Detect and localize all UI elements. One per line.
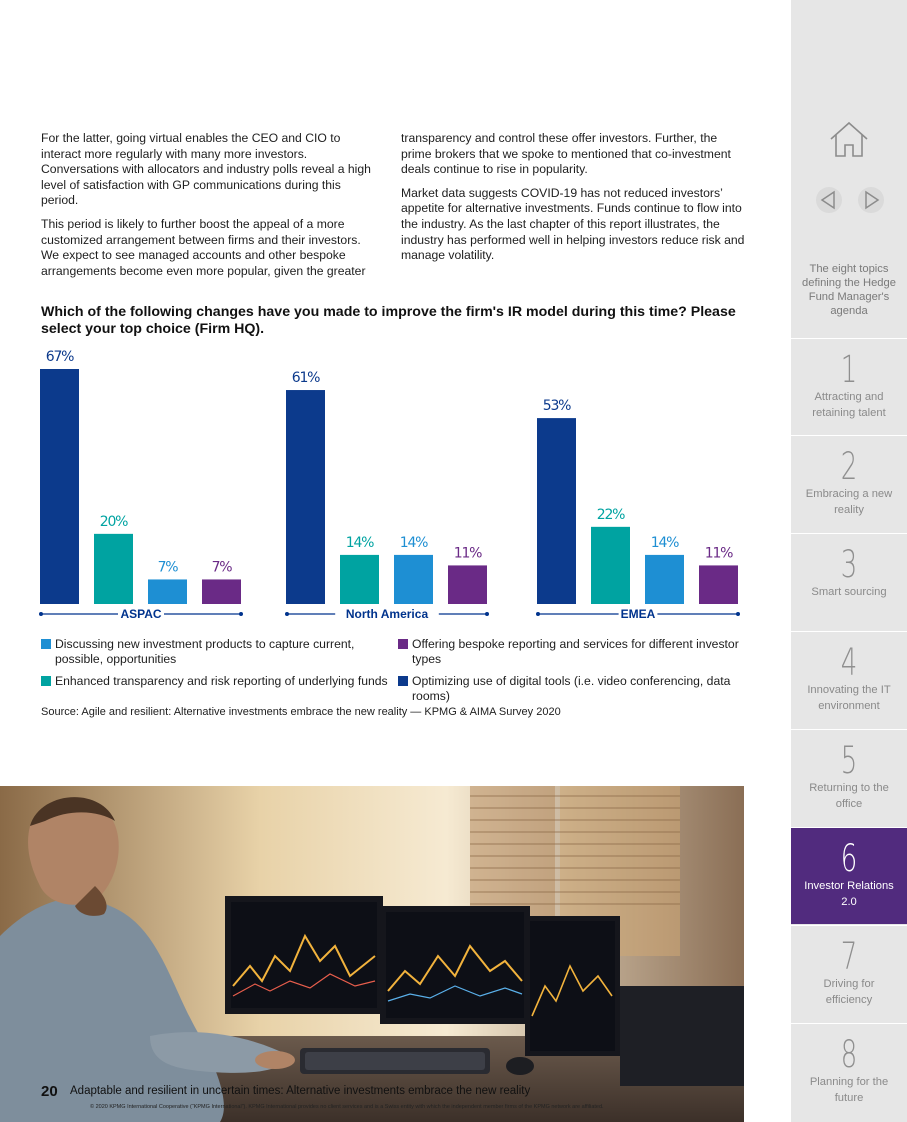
chapter-label: Smart sourcing bbox=[811, 586, 887, 598]
group-axis-dot bbox=[39, 612, 43, 616]
home-button[interactable] bbox=[827, 117, 871, 161]
bar-emea-0 bbox=[537, 418, 576, 604]
chapter-nav-7[interactable]: 7 Driving for efficiency bbox=[791, 925, 907, 1022]
chapter-nav-4[interactable]: 4 Innovating the IT environment bbox=[791, 631, 907, 728]
bar-value-label: 67% bbox=[46, 349, 74, 365]
topics-heading: The eight topics defining the Hedge Fund… bbox=[802, 263, 896, 317]
footer-copyright: © 2020 KPMG International Cooperative (“… bbox=[90, 1104, 604, 1110]
page-number: 20 bbox=[41, 1083, 58, 1100]
chapter-label: Driving for efficiency bbox=[823, 978, 875, 1006]
group-axis-dot bbox=[239, 612, 243, 616]
chapter-number: 1 bbox=[840, 348, 858, 391]
group-axis-dot bbox=[485, 612, 489, 616]
next-page-button[interactable] bbox=[857, 186, 885, 214]
legend-label: Enhanced transparency and risk reporting… bbox=[55, 674, 388, 688]
chapter-number: 8 bbox=[840, 1033, 858, 1076]
bar-north-america-1 bbox=[340, 554, 379, 604]
legend-item: Optimizing use of digital tools (i.e. vi… bbox=[398, 674, 738, 703]
chart-source: Source: Agile and resilient: Alternative… bbox=[41, 706, 561, 718]
chapter-label: Attracting and retaining talent bbox=[812, 391, 886, 419]
bar-value-label: 14% bbox=[651, 535, 679, 551]
bar-aspac-3 bbox=[202, 579, 241, 604]
home-icon bbox=[830, 121, 868, 157]
trader-photo bbox=[0, 786, 744, 1122]
legend-label: Optimizing use of digital tools (i.e. vi… bbox=[412, 674, 731, 703]
legend-item: Enhanced transparency and risk reporting… bbox=[41, 674, 391, 689]
triangle-right-icon bbox=[858, 187, 884, 213]
bar-aspac-0 bbox=[40, 369, 79, 604]
chapter-number: 7 bbox=[840, 935, 858, 978]
bar-aspac-1 bbox=[94, 533, 133, 604]
previous-page-button[interactable] bbox=[815, 186, 843, 214]
body-text-left-column: For the latter, going virtual enables th… bbox=[41, 131, 381, 287]
bar-chart: 67% 20% 7% 7% ASPAC 61% 14% 14% 11% North America… bbox=[39, 349, 740, 621]
bar-value-label: 14% bbox=[400, 535, 428, 551]
body-paragraph: Market data suggests COVID-19 has not re… bbox=[401, 185, 745, 263]
body-text-right-column: transparency and control these offer inv… bbox=[401, 131, 746, 272]
group-label-background bbox=[618, 607, 658, 621]
footer-title: Adaptable and resilient in uncertain tim… bbox=[70, 1085, 531, 1097]
group-axis-dot bbox=[285, 612, 289, 616]
legend-swatch bbox=[41, 676, 51, 686]
body-paragraph: transparency and control these offer inv… bbox=[401, 131, 731, 177]
group-axis-dot bbox=[736, 612, 740, 616]
bar-north-america-3 bbox=[448, 565, 487, 604]
legend-label: Offering bespoke reporting and services … bbox=[412, 637, 739, 666]
chapter-nav-1[interactable]: 1 Attracting and retaining talent bbox=[791, 338, 907, 435]
body-paragraph: For the latter, going virtual enables th… bbox=[41, 131, 371, 208]
bar-value-label: 14% bbox=[346, 535, 374, 551]
group-label-background bbox=[118, 607, 164, 621]
chapter-number: 5 bbox=[840, 739, 858, 782]
group-label: North America bbox=[346, 607, 429, 621]
body-paragraph: This period is likely to further boost t… bbox=[41, 216, 366, 278]
legend-swatch bbox=[398, 639, 408, 649]
chapter-nav-5[interactable]: 5 Returning to the office bbox=[791, 729, 907, 826]
chapter-nav-8[interactable]: 8 Planning for the future bbox=[791, 1023, 907, 1120]
chapter-label: Innovating the IT environment bbox=[807, 684, 891, 712]
group-label: ASPAC bbox=[120, 607, 161, 621]
bar-emea-2 bbox=[645, 554, 684, 604]
chapter-sidebar: The eight topics defining the Hedge Fund… bbox=[791, 0, 907, 1122]
chapter-label: Embracing a new reality bbox=[805, 488, 893, 516]
chapter-nav-2[interactable]: 2 Embracing a new reality bbox=[791, 435, 907, 532]
chapter-nav-3[interactable]: 3 Smart sourcing bbox=[791, 533, 907, 630]
group-label-background bbox=[335, 607, 439, 621]
bar-aspac-2 bbox=[148, 579, 187, 604]
chapter-number: 2 bbox=[840, 445, 858, 488]
bar-north-america-0 bbox=[286, 390, 325, 604]
legend-item: Discussing new investment products to ca… bbox=[41, 637, 381, 666]
bar-value-label: 22% bbox=[597, 507, 625, 523]
legend-label: Discussing new investment products to ca… bbox=[55, 637, 355, 666]
legend-item: Offering bespoke reporting and services … bbox=[398, 637, 746, 666]
group-axis-dot bbox=[536, 612, 540, 616]
legend-swatch bbox=[398, 676, 408, 686]
chapter-nav-6[interactable]: 6 Investor Relations 2.0 bbox=[791, 827, 907, 924]
chapter-number: 3 bbox=[840, 543, 858, 586]
chapter-number: 4 bbox=[840, 641, 858, 684]
bar-value-label: 11% bbox=[454, 545, 482, 561]
chapter-label: Investor Relations 2.0 bbox=[804, 880, 894, 908]
bar-value-label: 7% bbox=[212, 559, 233, 575]
bar-emea-1 bbox=[591, 526, 630, 604]
bar-value-label: 11% bbox=[705, 545, 733, 561]
bar-value-label: 20% bbox=[100, 514, 128, 530]
triangle-left-icon bbox=[816, 187, 842, 213]
chapter-label: Planning for the future bbox=[809, 1076, 889, 1104]
group-label: EMEA bbox=[621, 607, 656, 621]
chart-title: Which of the following changes have you … bbox=[41, 304, 736, 337]
bar-value-label: 61% bbox=[292, 370, 320, 386]
bar-emea-3 bbox=[699, 565, 738, 604]
chapter-number: 6 bbox=[840, 837, 858, 880]
bar-north-america-2 bbox=[394, 554, 433, 604]
bar-value-label: 53% bbox=[543, 398, 571, 414]
bar-value-label: 7% bbox=[158, 559, 179, 575]
chapter-label: Returning to the office bbox=[809, 782, 889, 810]
legend-swatch bbox=[41, 639, 51, 649]
